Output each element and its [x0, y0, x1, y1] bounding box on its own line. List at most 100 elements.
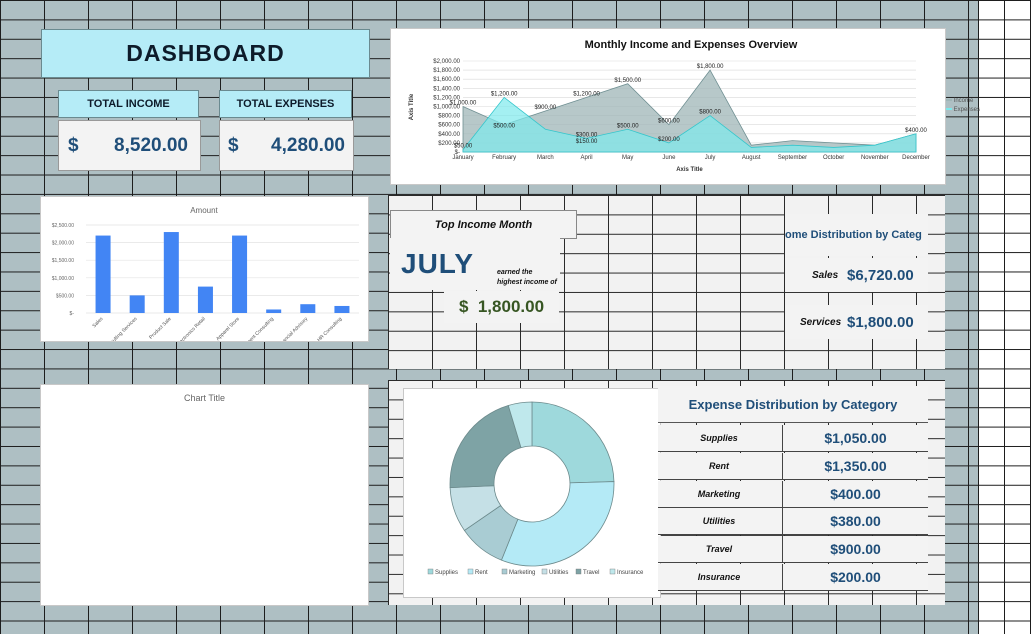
y-tick-label: $200.00	[438, 141, 460, 147]
top-income-value: $ 1,800.00	[458, 297, 545, 316]
expense-row-label: Rent	[709, 460, 729, 471]
data-label: $1,500.00	[614, 78, 641, 84]
expense-donut-chart[interactable]: Supplies Rent Marketing Utilities Travel Insu…	[404, 389, 660, 597]
total-income-value: 8,520.00	[114, 134, 188, 156]
expense-row-value: $1,050.00	[824, 430, 887, 446]
expense-row-value: $400.00	[830, 485, 881, 502]
income-distribution-header: ome Distribution by Categ	[785, 214, 928, 256]
donut-chart-container[interactable]: Supplies Rent Marketing Utilities Travel Insu…	[404, 389, 660, 597]
bar	[334, 305, 350, 313]
x-tick-label: Product Sale	[148, 316, 173, 341]
chart-title: Amount	[190, 206, 218, 215]
data-label: $600.00	[658, 119, 680, 125]
legend-income: Income	[946, 97, 980, 106]
income-row-sales-value: $6,720.00	[847, 267, 914, 284]
income-row-sales: Sales $6,720.00	[785, 258, 928, 292]
bar	[266, 309, 282, 313]
expense-row: Utilities $380.00	[658, 508, 928, 536]
expense-row-divider	[782, 536, 783, 563]
data-label: $400.00	[905, 128, 927, 134]
expense-distribution-header: Expense Distribution by Category	[658, 386, 928, 423]
x-tick-label: August	[742, 155, 761, 161]
y-axis-title: Axis Title	[409, 93, 415, 120]
legend-swatch	[575, 568, 582, 575]
top-income-month-box	[390, 238, 560, 290]
data-label: $300.00	[576, 132, 598, 138]
data-label: $50.00	[454, 144, 473, 150]
y-tick-label: $1,200.00	[433, 95, 460, 101]
bar	[232, 235, 248, 313]
x-tick-label: January	[452, 155, 473, 161]
spreadsheet-cells-right[interactable]	[978, 0, 1031, 634]
legend-swatch	[467, 568, 474, 575]
series-area-expenses	[462, 96, 917, 153]
top-income-caption: earned the highest income of	[497, 268, 557, 288]
x-tick-label: April	[581, 155, 593, 161]
data-label: $800.00	[699, 110, 721, 116]
x-tick-label: September	[778, 155, 807, 161]
y-tick-label: $1,000.00	[52, 276, 74, 282]
expense-row-value: $380.00	[830, 513, 881, 530]
legend-swatch	[541, 568, 548, 575]
income-row-services-value: $1,800.00	[847, 314, 914, 331]
legend-label: Supplies	[435, 570, 458, 576]
bar	[95, 235, 111, 313]
y-tick-label: $1,400.00	[433, 86, 460, 92]
expense-row-label: Utilities	[702, 516, 736, 527]
chart-title: Monthly Income and Expenses Overview	[585, 39, 798, 51]
expense-row-divider	[782, 564, 783, 590]
donut-slice-supplies	[531, 401, 615, 484]
data-label: $200.00	[658, 137, 680, 143]
y-tick-label: $1,000.00	[433, 105, 460, 111]
expense-row-divider	[782, 508, 783, 535]
income-row-sales-label: Sales	[812, 270, 839, 281]
x-tick-label: Electronics Retail	[175, 316, 207, 341]
income-currency: $	[68, 134, 79, 156]
y-tick-label: $1,600.00	[433, 77, 460, 83]
top-income-month: JULY	[401, 248, 475, 279]
caption-line-2: highest income of	[497, 279, 557, 286]
amount-bar-chart[interactable]: Amount $- $500.00 $1,000.00 $1,500.00 $2,000.…	[41, 197, 368, 359]
legend-label: Insurance	[617, 570, 644, 576]
expense-row: Insurance $200.00	[658, 564, 928, 591]
legend-label: Utilities	[549, 570, 568, 576]
x-tick-label: July	[705, 155, 716, 161]
data-label: $1,200.00	[491, 91, 518, 97]
legend-swatch	[427, 568, 434, 575]
data-label: $1,800.00	[697, 64, 724, 70]
income-row-services-label: Services	[800, 317, 842, 328]
monthly-income-expenses-chart[interactable]: Monthly Income and Expenses Overview $- $2…	[391, 29, 945, 184]
expense-distribution-title: Expense Distribution by Category	[688, 396, 898, 412]
total-income-box: $ 8,520.00	[58, 120, 201, 171]
x-axis-title: Axis Title	[676, 167, 703, 173]
top-income-header: Top Income Month	[390, 210, 577, 239]
legend-swatch	[609, 568, 616, 575]
amount-chart-container[interactable]: Amount $- $500.00 $1,000.00 $1,500.00 $2,000.…	[41, 197, 368, 359]
expense-row: Rent $1,350.00	[658, 452, 928, 480]
expense-row-divider	[782, 480, 783, 507]
x-tick-label: June	[662, 155, 676, 161]
expense-row: Travel $900.00	[658, 536, 928, 564]
income-row-services: Services $1,800.00	[785, 305, 928, 339]
x-tick-label: Sales	[91, 316, 104, 329]
y-tick-label: $-	[455, 150, 460, 156]
expense-row-label: Marketing	[697, 488, 741, 499]
y-tick-label: $500.00	[56, 293, 74, 299]
data-label: $500.00	[617, 123, 639, 129]
total-expenses-value: 4,280.00	[271, 134, 345, 156]
x-tick-label: October	[823, 155, 844, 161]
x-tick-label: Apparel Store	[215, 316, 241, 341]
monthly-chart-container[interactable]: Monthly Income and Expenses Overview $- $2…	[391, 29, 945, 184]
empty-chart-container[interactable]: Chart Title	[41, 385, 368, 605]
donut-slice-travel	[449, 405, 522, 489]
top-income-header-text: Top Income Month	[434, 218, 533, 231]
data-label: $150.00	[576, 139, 598, 145]
donut-slice-insurance	[507, 401, 533, 449]
top-income-value-box: $ 1,800.00	[444, 291, 559, 323]
y-tick-label: $1,800.00	[433, 68, 460, 74]
dashboard-title: DASHBOARD	[41, 29, 370, 78]
y-tick-label: $800.00	[438, 114, 460, 120]
bar	[163, 232, 179, 313]
expense-row-value: $200.00	[830, 569, 881, 585]
expense-row-divider	[782, 452, 783, 479]
